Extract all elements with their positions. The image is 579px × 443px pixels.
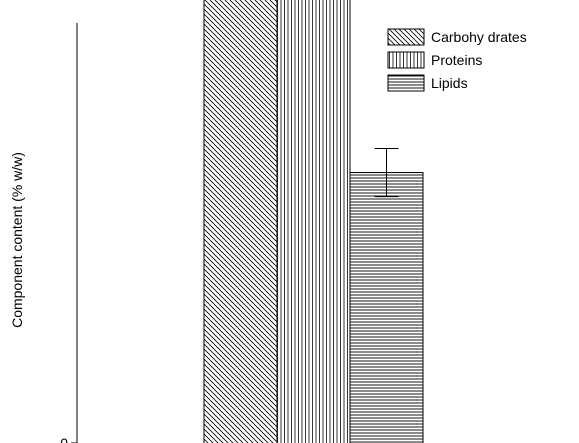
bars-group bbox=[203, 0, 424, 443]
bar bbox=[349, 172, 424, 443]
legend-label: Lipids bbox=[431, 75, 468, 91]
legend-swatch bbox=[387, 51, 425, 69]
error-bars-group bbox=[374, 148, 399, 198]
legend-label: Carbohy drates bbox=[431, 29, 527, 45]
bar bbox=[203, 0, 278, 443]
legend-swatch bbox=[387, 74, 425, 92]
legend-swatch bbox=[387, 28, 425, 46]
y-axis-title: Component content (% w/w) bbox=[9, 152, 25, 328]
legend-label: Proteins bbox=[431, 52, 482, 68]
legend: Carbohy drates Proteins Lipids bbox=[387, 28, 527, 92]
y-axis-ticks: 010203040506070 bbox=[60, 435, 77, 443]
y-tick-label: 0 bbox=[60, 435, 68, 443]
bar bbox=[276, 0, 351, 443]
